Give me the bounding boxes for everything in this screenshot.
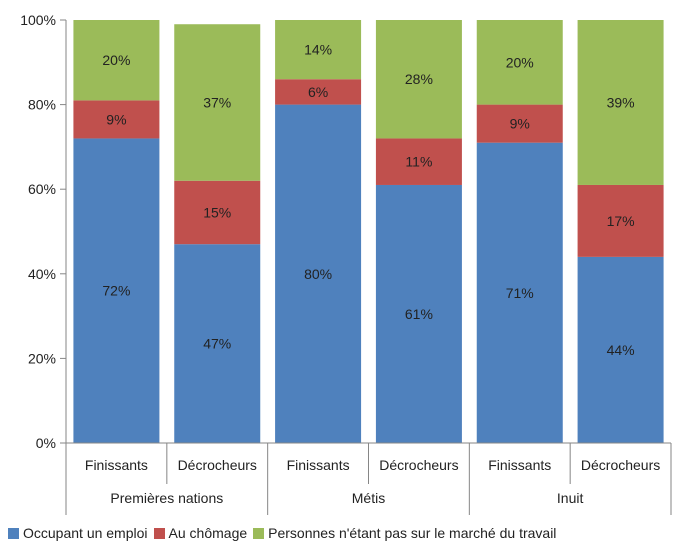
bar-0-0 <box>73 138 160 443</box>
legend-item-unemployed: Au chômage <box>153 525 248 541</box>
data-label-2-5: 39% <box>607 94 635 110</box>
legend-item-not-in-labour-force: Personnes n'étant pas sur le marché du t… <box>253 525 556 541</box>
bar-1-2 <box>275 79 362 105</box>
bar-2-3 <box>375 20 462 139</box>
y-tick-label-4: 80% <box>28 97 56 113</box>
data-label-1-3: 11% <box>405 154 432 170</box>
y-tick-label-1: 20% <box>28 350 56 366</box>
x-group-label-0: Premières nations <box>110 490 223 506</box>
y-tick-label-2: 40% <box>28 266 56 282</box>
legend-label-unemployed: Au chômage <box>168 525 248 541</box>
x-group-label-2: Inuit <box>557 490 584 506</box>
x-group-label-1: Métis <box>352 490 385 506</box>
bar-0-3 <box>375 184 462 443</box>
legend-item-employed: Occupant un emploi <box>8 525 148 541</box>
data-label-0-2: 80% <box>304 266 332 282</box>
bar-0-1 <box>174 244 261 443</box>
bar-1-3 <box>375 138 462 185</box>
data-label-0-1: 47% <box>203 336 231 352</box>
y-tick-label-5: 100% <box>20 12 56 28</box>
x-category-label-2: Finissants <box>287 457 350 473</box>
y-tick-label-3: 60% <box>28 181 56 197</box>
legend-swatch-employed <box>8 527 19 539</box>
bar-1-4 <box>476 104 563 143</box>
bar-2-5 <box>577 20 664 185</box>
bar-1-0 <box>73 100 160 139</box>
x-category-label-1: Décrocheurs <box>178 457 257 473</box>
legend-label-not-in-labour-force: Personnes n'étant pas sur le marché du t… <box>268 525 557 541</box>
bar-2-2 <box>275 20 362 80</box>
legend-swatch-not-in-labour-force <box>253 527 265 539</box>
stacked-bar-chart: 72% 9% 20% 47% 15% 37% 80% 6% 14% 61% 11% 28% 71% 9% 2… <box>20 12 672 515</box>
data-label-1-0: 9% <box>106 111 126 127</box>
bar-1-5 <box>577 184 664 257</box>
bar-0-2 <box>275 104 362 443</box>
data-label-1-1: 15% <box>203 204 231 220</box>
data-label-0-3: 61% <box>405 306 433 322</box>
data-label-2-0: 20% <box>102 52 130 68</box>
bar-2-0 <box>73 20 160 101</box>
data-label-0-5: 44% <box>607 342 635 358</box>
legend: Occupant un emploi Au chômage Personnes … <box>8 523 674 543</box>
legend-swatch-unemployed <box>153 527 165 539</box>
x-category-label-0: Finissants <box>85 457 148 473</box>
data-label-1-2: 6% <box>308 84 328 100</box>
data-label-1-4: 9% <box>510 116 530 132</box>
data-label-2-3: 28% <box>405 71 433 87</box>
x-category-label-4: Finissants <box>488 457 551 473</box>
data-label-0-0: 72% <box>102 283 130 299</box>
bar-2-1 <box>174 24 261 181</box>
bar-0-5 <box>577 256 664 443</box>
y-tick-label-0: 0% <box>36 435 56 451</box>
data-label-2-4: 20% <box>506 54 534 70</box>
data-label-2-2: 14% <box>304 42 332 58</box>
x-category-label-5: Décrocheurs <box>581 457 660 473</box>
bar-0-4 <box>476 142 563 444</box>
data-label-2-1: 37% <box>203 94 231 110</box>
x-category-label-3: Décrocheurs <box>379 457 458 473</box>
data-label-0-4: 71% <box>506 285 534 301</box>
legend-label-employed: Occupant un emploi <box>23 525 148 541</box>
data-label-1-5: 17% <box>607 213 635 229</box>
bar-2-4 <box>476 20 563 105</box>
bar-1-1 <box>174 180 261 245</box>
